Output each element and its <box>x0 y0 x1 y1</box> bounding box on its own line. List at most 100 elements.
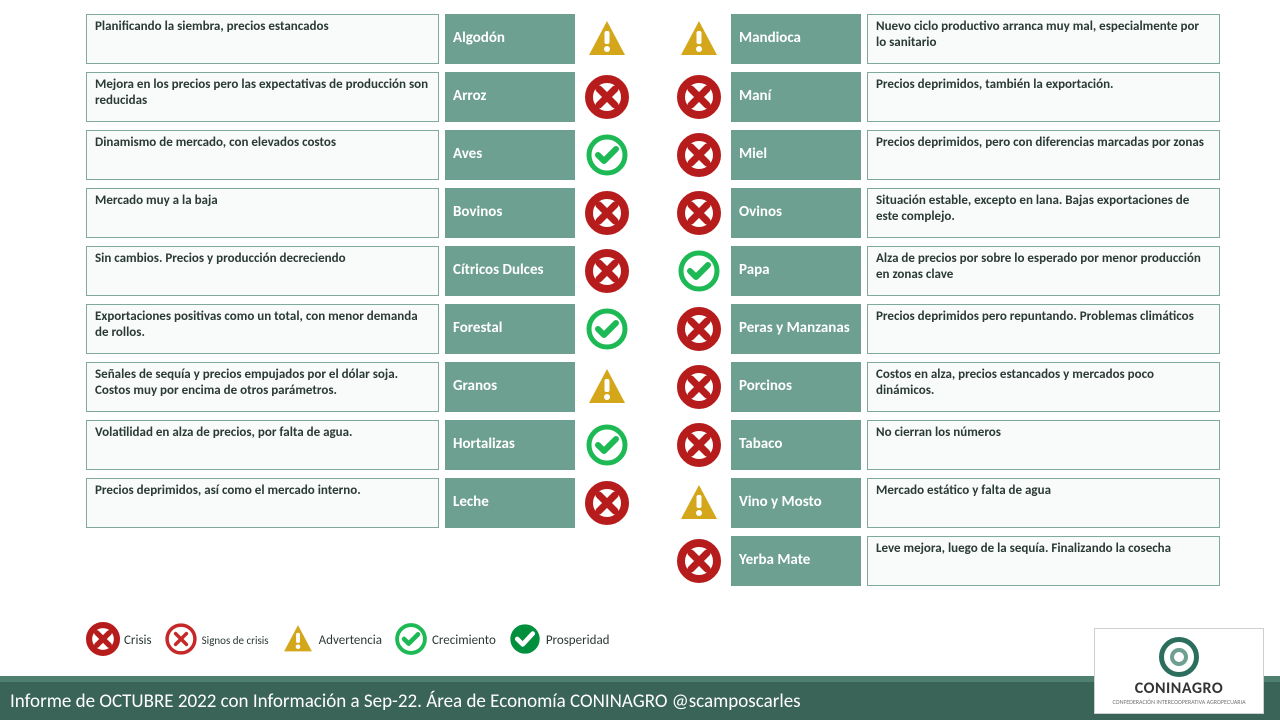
commodity-description: Mejora en los precios pero las expectati… <box>86 72 439 122</box>
commodity-name: Peras y Manzanas <box>731 304 861 354</box>
warning-icon <box>673 14 725 64</box>
crisis_thick-icon <box>673 188 725 238</box>
commodity-description: Precios deprimidos, pero con diferencias… <box>867 130 1220 180</box>
commodity-description: No cierran los números <box>867 420 1220 470</box>
commodity-description: Dinamismo de mercado, con elevados costo… <box>86 130 439 180</box>
legend-label: Advertencia <box>319 634 382 648</box>
legend-label: Signos de crisis <box>202 635 269 647</box>
commodity-row: Vino y MostoMercado estático y falta de … <box>673 478 1220 528</box>
commodity-description: Precios deprimidos, así como el mercado … <box>86 478 439 528</box>
crisis_thick-icon <box>673 72 725 122</box>
commodity-name: Hortalizas <box>445 420 575 470</box>
commodity-row: PorcinosCostos en alza, precios estancad… <box>673 362 1220 412</box>
crisis-icon <box>86 622 120 660</box>
commodity-description: Precios deprimidos, también la exportaci… <box>867 72 1220 122</box>
growth-icon <box>394 622 428 660</box>
right-column: MandiocaNuevo ciclo productivo arranca m… <box>673 14 1220 586</box>
legend-crisis-signs: Signos de crisis <box>164 622 269 660</box>
commodity-description: Situación estable, excepto en lana. Baja… <box>867 188 1220 238</box>
commodity-description: Planificando la siembra, precios estanca… <box>86 14 439 64</box>
commodity-row: MandiocaNuevo ciclo productivo arranca m… <box>673 14 1220 64</box>
commodity-row: PapaAlza de precios por sobre lo esperad… <box>673 246 1220 296</box>
commodity-description: Mercado muy a la baja <box>86 188 439 238</box>
legend-prosperity: Prosperidad <box>508 622 610 660</box>
growth-icon <box>581 420 633 470</box>
crisis_thick-icon <box>673 420 725 470</box>
commodity-row: Mercado muy a la bajaBovinos <box>86 188 633 238</box>
commodity-row: Mejora en los precios pero las expectati… <box>86 72 633 122</box>
logo-subtitle: CONFEDERACIÓN INTERCOOPERATIVA AGROPECUA… <box>1112 698 1245 706</box>
commodity-row: Peras y ManzanasPrecios deprimidos pero … <box>673 304 1220 354</box>
logo-brand: CONINAGRO <box>1135 679 1223 698</box>
commodity-name: Tabaco <box>731 420 861 470</box>
commodity-row: Dinamismo de mercado, con elevados costo… <box>86 130 633 180</box>
commodity-description: Nuevo ciclo productivo arranca muy mal, … <box>867 14 1220 64</box>
commodity-description: Exportaciones positivas como un total, c… <box>86 304 439 354</box>
commodity-row: Planificando la siembra, precios estanca… <box>86 14 633 64</box>
commodity-description: Volatilidad en alza de precios, por falt… <box>86 420 439 470</box>
commodity-description: Sin cambios. Precios y producción decrec… <box>86 246 439 296</box>
warning-icon <box>581 14 633 64</box>
commodity-name: Vino y Mosto <box>731 478 861 528</box>
infographic-page: Planificando la siembra, precios estanca… <box>0 0 1280 720</box>
crisis_thick-icon <box>673 130 725 180</box>
footer-text: Informe de OCTUBRE 2022 con Información … <box>10 690 801 713</box>
commodity-row: Yerba MateLeve mejora, luego de la sequí… <box>673 536 1220 586</box>
logo-box: CONINAGRO CONFEDERACIÓN INTERCOOPERATIVA… <box>1094 628 1264 714</box>
legend-warning: Advertencia <box>281 622 382 660</box>
growth-icon <box>581 304 633 354</box>
commodity-description: Alza de precios por sobre lo esperado po… <box>867 246 1220 296</box>
columns-container: Planificando la siembra, precios estanca… <box>0 0 1280 586</box>
commodity-row: TabacoNo cierran los números <box>673 420 1220 470</box>
prosperity-icon <box>508 622 542 660</box>
crisis_thick-icon <box>581 188 633 238</box>
crisis_thick-icon <box>581 72 633 122</box>
warning-icon <box>581 362 633 412</box>
crisis_thick-icon <box>581 478 633 528</box>
growth-icon <box>581 130 633 180</box>
commodity-row: ManíPrecios deprimidos, también la expor… <box>673 72 1220 122</box>
commodity-row: Sin cambios. Precios y producción decrec… <box>86 246 633 296</box>
commodity-row: OvinosSituación estable, excepto en lana… <box>673 188 1220 238</box>
commodity-name: Leche <box>445 478 575 528</box>
growth-icon <box>673 246 725 296</box>
commodity-name: Yerba Mate <box>731 536 861 586</box>
left-column: Planificando la siembra, precios estanca… <box>86 14 633 586</box>
crisis_thick-icon <box>581 246 633 296</box>
crisis-signs-icon <box>164 622 198 660</box>
commodity-name: Granos <box>445 362 575 412</box>
commodity-name: Aves <box>445 130 575 180</box>
footer-bar: Informe de OCTUBRE 2022 con Información … <box>0 676 1280 720</box>
commodity-name: Papa <box>731 246 861 296</box>
logo-mark-icon <box>1159 637 1199 677</box>
warning-icon <box>281 622 315 660</box>
legend-label: Prosperidad <box>546 634 610 648</box>
legend-crisis: Crisis <box>86 622 152 660</box>
commodity-name: Algodón <box>445 14 575 64</box>
legend: Crisis Signos de crisis Advertencia Crec… <box>86 622 610 660</box>
commodity-description: Señales de sequía y precios empujados po… <box>86 362 439 412</box>
commodity-name: Cítricos Dulces <box>445 246 575 296</box>
commodity-name: Bovinos <box>445 188 575 238</box>
commodity-row: MielPrecios deprimidos, pero con diferen… <box>673 130 1220 180</box>
commodity-name: Porcinos <box>731 362 861 412</box>
crisis_thick-icon <box>673 536 725 586</box>
commodity-description: Mercado estático y falta de agua <box>867 478 1220 528</box>
commodity-description: Costos en alza, precios estancados y mer… <box>867 362 1220 412</box>
commodity-name: Arroz <box>445 72 575 122</box>
legend-growth: Crecimiento <box>394 622 496 660</box>
commodity-name: Ovinos <box>731 188 861 238</box>
commodity-description: Leve mejora, luego de la sequía. Finaliz… <box>867 536 1220 586</box>
commodity-name: Miel <box>731 130 861 180</box>
commodity-name: Mandioca <box>731 14 861 64</box>
crisis_thick-icon <box>673 304 725 354</box>
commodity-row: Volatilidad en alza de precios, por falt… <box>86 420 633 470</box>
commodity-name: Maní <box>731 72 861 122</box>
legend-label: Crecimiento <box>432 634 496 648</box>
commodity-row: Precios deprimidos, así como el mercado … <box>86 478 633 528</box>
warning-icon <box>673 478 725 528</box>
commodity-description: Precios deprimidos pero repuntando. Prob… <box>867 304 1220 354</box>
crisis_thick-icon <box>673 362 725 412</box>
commodity-name: Forestal <box>445 304 575 354</box>
commodity-row: Exportaciones positivas como un total, c… <box>86 304 633 354</box>
